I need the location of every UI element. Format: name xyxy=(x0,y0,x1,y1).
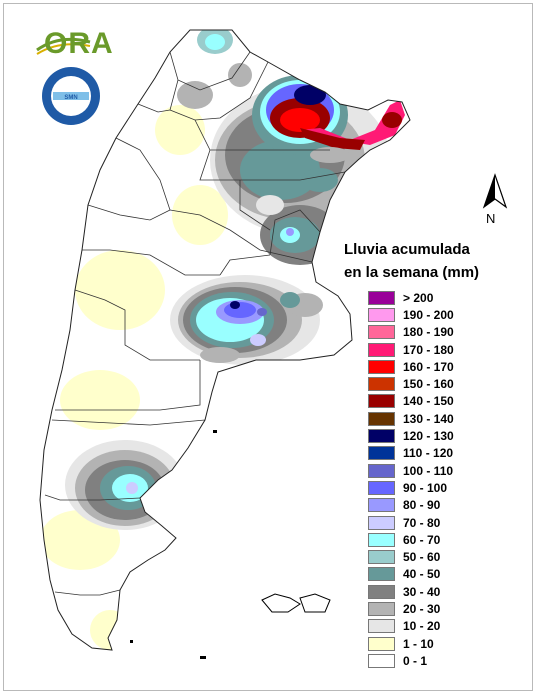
legend-label: 0 - 1 xyxy=(403,653,428,668)
legend-item: 50 - 60 xyxy=(368,548,454,565)
legend-swatch xyxy=(368,377,395,392)
legend-label: > 200 xyxy=(403,290,434,305)
legend-swatch xyxy=(368,636,395,651)
legend-title-line1: Lluvia acumulada xyxy=(344,241,470,258)
legend-swatch xyxy=(368,463,395,478)
legend-title: Lluvia acumulada en la semana (mm) xyxy=(344,238,479,284)
legend-item: 90 - 100 xyxy=(368,479,454,496)
legend-item: 60 - 70 xyxy=(368,531,454,548)
legend-item: 30 - 40 xyxy=(368,583,454,600)
legend-item: 20 - 30 xyxy=(368,600,454,617)
legend-item: 190 - 200 xyxy=(368,306,454,323)
legend-label: 170 - 180 xyxy=(403,342,454,357)
legend-swatch xyxy=(368,342,395,357)
legend-label: 150 - 160 xyxy=(403,377,454,392)
legend-item: 140 - 150 xyxy=(368,393,454,410)
legend-item: 120 - 130 xyxy=(368,427,454,444)
legend-item: 180 - 190 xyxy=(368,324,454,341)
legend-label: 140 - 150 xyxy=(403,394,454,409)
legend-swatch xyxy=(368,532,395,547)
legend-item: 110 - 120 xyxy=(368,445,454,462)
svg-text:SMN: SMN xyxy=(64,95,77,101)
legend-label: 90 - 100 xyxy=(403,480,448,495)
legend-swatch xyxy=(368,429,395,444)
legend-label: 100 - 110 xyxy=(403,463,454,478)
legend-swatch xyxy=(368,550,395,565)
legend-swatch xyxy=(368,359,395,374)
legend-swatch xyxy=(368,498,395,513)
legend-label: 120 - 130 xyxy=(403,429,454,444)
legend-swatch xyxy=(368,480,395,495)
legend-item: 80 - 90 xyxy=(368,497,454,514)
legend-label: 50 - 60 xyxy=(403,550,441,565)
sun-arc-logo xyxy=(36,37,91,55)
organization-logo-text: ORA xyxy=(44,27,114,60)
legend-label: 160 - 170 xyxy=(403,359,454,374)
legend-label: 70 - 80 xyxy=(403,515,441,530)
legend-swatch xyxy=(368,394,395,409)
legend-label: 180 - 190 xyxy=(403,325,454,340)
legend-swatch xyxy=(368,515,395,530)
legend-item: 150 - 160 xyxy=(368,375,454,392)
legend-label: 130 - 140 xyxy=(403,411,454,426)
legend-swatch xyxy=(368,290,395,305)
legend-label: 30 - 40 xyxy=(403,584,441,599)
legend-item: > 200 xyxy=(368,289,454,306)
malvinas-islands xyxy=(261,593,331,613)
legend-item: 10 - 20 xyxy=(368,618,454,635)
legend-swatch xyxy=(368,619,395,634)
legend-label: 1 - 10 xyxy=(403,636,434,651)
legend-item: 1 - 10 xyxy=(368,635,454,652)
legend-swatch xyxy=(368,601,395,616)
legend-label: 20 - 30 xyxy=(403,601,441,616)
legend-swatch xyxy=(368,567,395,582)
legend-label: 60 - 70 xyxy=(403,532,441,547)
legend-item: 130 - 140 xyxy=(368,410,454,427)
legend-label: 10 - 20 xyxy=(403,619,441,634)
legend-item: 40 - 50 xyxy=(368,566,454,583)
small-islands xyxy=(130,430,217,659)
smn-seal-icon: SMN xyxy=(42,67,100,125)
legend-swatch xyxy=(368,307,395,322)
legend-label: 40 - 50 xyxy=(403,567,441,582)
legend-title-line2: en la semana (mm) xyxy=(344,264,480,281)
legend-swatch xyxy=(368,446,395,461)
legend-swatch xyxy=(368,584,395,599)
legend-label: 80 - 90 xyxy=(403,498,441,513)
legend-item: 170 - 180 xyxy=(368,341,454,358)
province-borders xyxy=(44,51,346,596)
legend-swatch xyxy=(368,653,395,668)
legend-item: 100 - 110 xyxy=(368,462,454,479)
legend-item: 160 - 170 xyxy=(368,358,454,375)
legend-swatch xyxy=(368,325,395,340)
north-label: N xyxy=(486,211,496,226)
legend-label: 110 - 120 xyxy=(403,446,454,461)
legend: > 200 190 - 200 180 - 190 170 - 180 160 - 17… xyxy=(368,289,454,670)
legend-item: 0 - 1 xyxy=(368,652,454,669)
country-outline xyxy=(39,29,411,651)
north-arrow-icon xyxy=(482,173,508,209)
legend-swatch xyxy=(368,411,395,426)
legend-label: 190 - 200 xyxy=(403,307,454,322)
legend-item: 70 - 80 xyxy=(368,514,454,531)
